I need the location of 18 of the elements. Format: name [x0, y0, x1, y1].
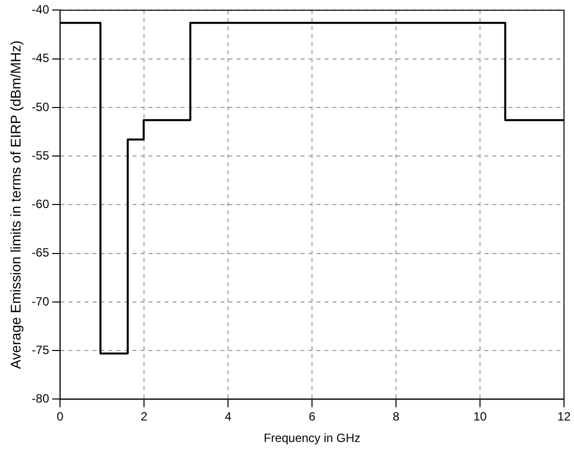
y-tick-label: -55: [32, 148, 50, 162]
y-tick-label: -40: [32, 2, 50, 17]
x-tick-label: 8: [392, 410, 400, 424]
y-tick-label: -80: [32, 392, 50, 406]
y-tick-label: -60: [32, 197, 50, 212]
x-tick-label: 10: [473, 410, 488, 424]
x-tick-label: 12: [557, 410, 571, 424]
x-tick-label: 0: [56, 410, 64, 424]
y-tick-label: -70: [32, 294, 50, 308]
y-tick-label: -75: [32, 342, 50, 357]
y-tick-label: -65: [32, 246, 50, 260]
x-tick-label: 4: [224, 410, 232, 424]
x-axis-title: Frequency in GHz: [264, 431, 360, 446]
x-tick-label: 6: [308, 410, 316, 424]
y-tick-label: -50: [32, 100, 50, 114]
x-tick-label: 2: [140, 410, 148, 424]
y-tick-label: -45: [32, 51, 50, 66]
y-axis-title: Average Emission limits in terms of EIRP (dBm/MHz): [7, 40, 24, 369]
